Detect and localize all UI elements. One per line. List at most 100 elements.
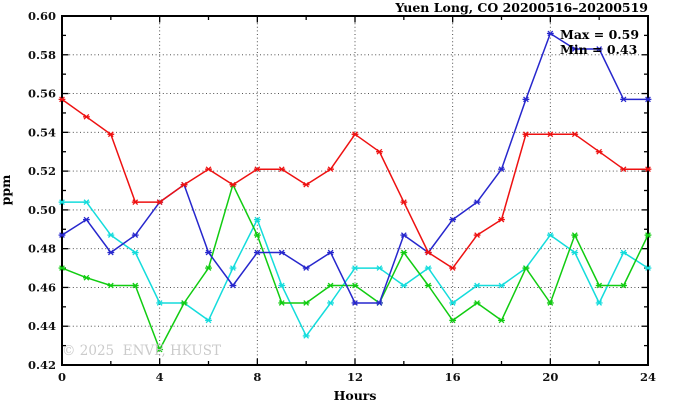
blue-line-marker — [498, 166, 505, 173]
plot-frame — [61, 15, 649, 366]
y-tick-label: 0.56 — [28, 87, 56, 101]
cyan-line-marker — [620, 249, 627, 256]
green-line-marker — [498, 317, 505, 324]
cyan-line-marker — [303, 333, 310, 339]
green-line-marker — [205, 265, 212, 271]
red-line-marker — [181, 181, 187, 188]
cyan-line-marker — [449, 300, 456, 306]
red-line-marker — [132, 199, 139, 205]
red-line-marker — [278, 166, 285, 173]
blue-line-marker — [400, 232, 407, 238]
red-line-marker — [254, 166, 261, 173]
cyan-line-marker — [156, 300, 163, 306]
green-line-marker — [596, 282, 603, 289]
green-line-marker — [327, 282, 334, 289]
green-line-marker — [425, 282, 432, 289]
green-line-marker — [474, 300, 480, 306]
cyan-line-marker — [645, 265, 651, 271]
blue-line-marker — [59, 232, 65, 238]
green-line-marker — [547, 300, 554, 306]
y-tick-label: 0.48 — [28, 242, 56, 256]
red-line-marker — [498, 216, 505, 223]
green-line — [61, 183, 649, 351]
red-line-marker — [230, 181, 236, 188]
cyan-line-marker — [230, 265, 236, 271]
cyan-line-marker — [596, 300, 603, 306]
red-line-marker — [376, 148, 383, 155]
green-line-marker — [181, 300, 187, 306]
x-tick-label: 4 — [156, 370, 164, 384]
red-line-marker — [205, 166, 212, 173]
green-line-marker — [449, 317, 456, 324]
green-line-marker — [83, 274, 90, 281]
x-tick-label: 12 — [347, 370, 363, 384]
green-line-marker — [303, 300, 310, 306]
x-tick-label: 24 — [640, 370, 656, 384]
cyan-line-marker — [327, 300, 334, 306]
green-line-marker — [571, 232, 578, 238]
cyan-line-marker — [59, 199, 65, 205]
blue-line-marker — [327, 249, 334, 256]
red-line-marker — [523, 131, 529, 138]
y-tick-label: 0.46 — [28, 280, 56, 294]
y-tick-label: 0.50 — [28, 203, 56, 217]
red-line-marker — [156, 199, 163, 205]
red-line-marker — [400, 199, 407, 205]
x-axis-label: Hours — [333, 388, 377, 403]
cyan-line-marker — [474, 282, 480, 289]
red-line-marker — [303, 181, 310, 188]
red-line-marker — [547, 131, 554, 138]
green-line-marker — [59, 265, 65, 271]
cyan-line-marker — [376, 265, 383, 271]
green-line-marker — [400, 249, 407, 256]
red-line-marker — [107, 131, 114, 138]
blue-line-marker — [107, 249, 114, 256]
cyan-line-marker — [400, 282, 407, 289]
blue-line-marker — [523, 96, 529, 103]
x-tick-label: 20 — [542, 370, 558, 384]
green-line-marker — [352, 282, 358, 289]
cyan-line-marker — [254, 216, 261, 223]
y-tick-label: 0.58 — [28, 48, 56, 62]
cyan-line-marker — [498, 282, 505, 289]
blue-line-marker — [620, 96, 627, 103]
red-line-marker — [327, 166, 334, 173]
blue-line-marker — [449, 216, 456, 223]
y-tick-label: 0.60 — [28, 9, 56, 23]
cyan-line-marker — [205, 317, 212, 324]
cyan-line-marker — [107, 232, 114, 238]
x-tick-label: 8 — [253, 370, 261, 384]
red-line-marker — [59, 96, 65, 103]
y-axis-label: ppm — [0, 174, 13, 206]
red-line-marker — [425, 249, 432, 256]
red-line-marker — [571, 131, 578, 138]
cyan-line-marker — [278, 282, 285, 289]
blue-line-marker — [230, 282, 236, 289]
red-line-marker — [449, 265, 456, 271]
max-value-label: Max = 0.59 — [560, 27, 640, 42]
blue-line-marker — [645, 96, 651, 103]
red-line-marker — [645, 166, 651, 173]
green-line-marker — [254, 232, 261, 238]
green-line-marker — [156, 346, 163, 353]
blue-line-marker — [83, 216, 90, 223]
x-tick-label: 16 — [445, 370, 461, 384]
red-line-marker — [474, 232, 480, 238]
min-value-label: Min = 0.43 — [560, 42, 638, 57]
blue-line-marker — [352, 300, 358, 306]
blue-line-marker — [376, 300, 383, 306]
y-tick-label: 0.52 — [28, 164, 56, 178]
red-line-marker — [620, 166, 627, 173]
blue-line-marker — [571, 46, 578, 52]
blue-line-marker — [254, 249, 261, 256]
green-line-marker — [523, 265, 529, 271]
minmax-annotation: Max = 0.59 Min = 0.43 — [560, 27, 639, 57]
red-line-marker — [352, 131, 358, 138]
green-line-marker — [132, 282, 139, 289]
blue-line-marker — [205, 249, 212, 256]
y-tick-label: 0.42 — [28, 358, 56, 372]
watermark: © 2025 ENVF, HKUST — [62, 343, 222, 359]
blue-line-marker — [547, 30, 554, 37]
